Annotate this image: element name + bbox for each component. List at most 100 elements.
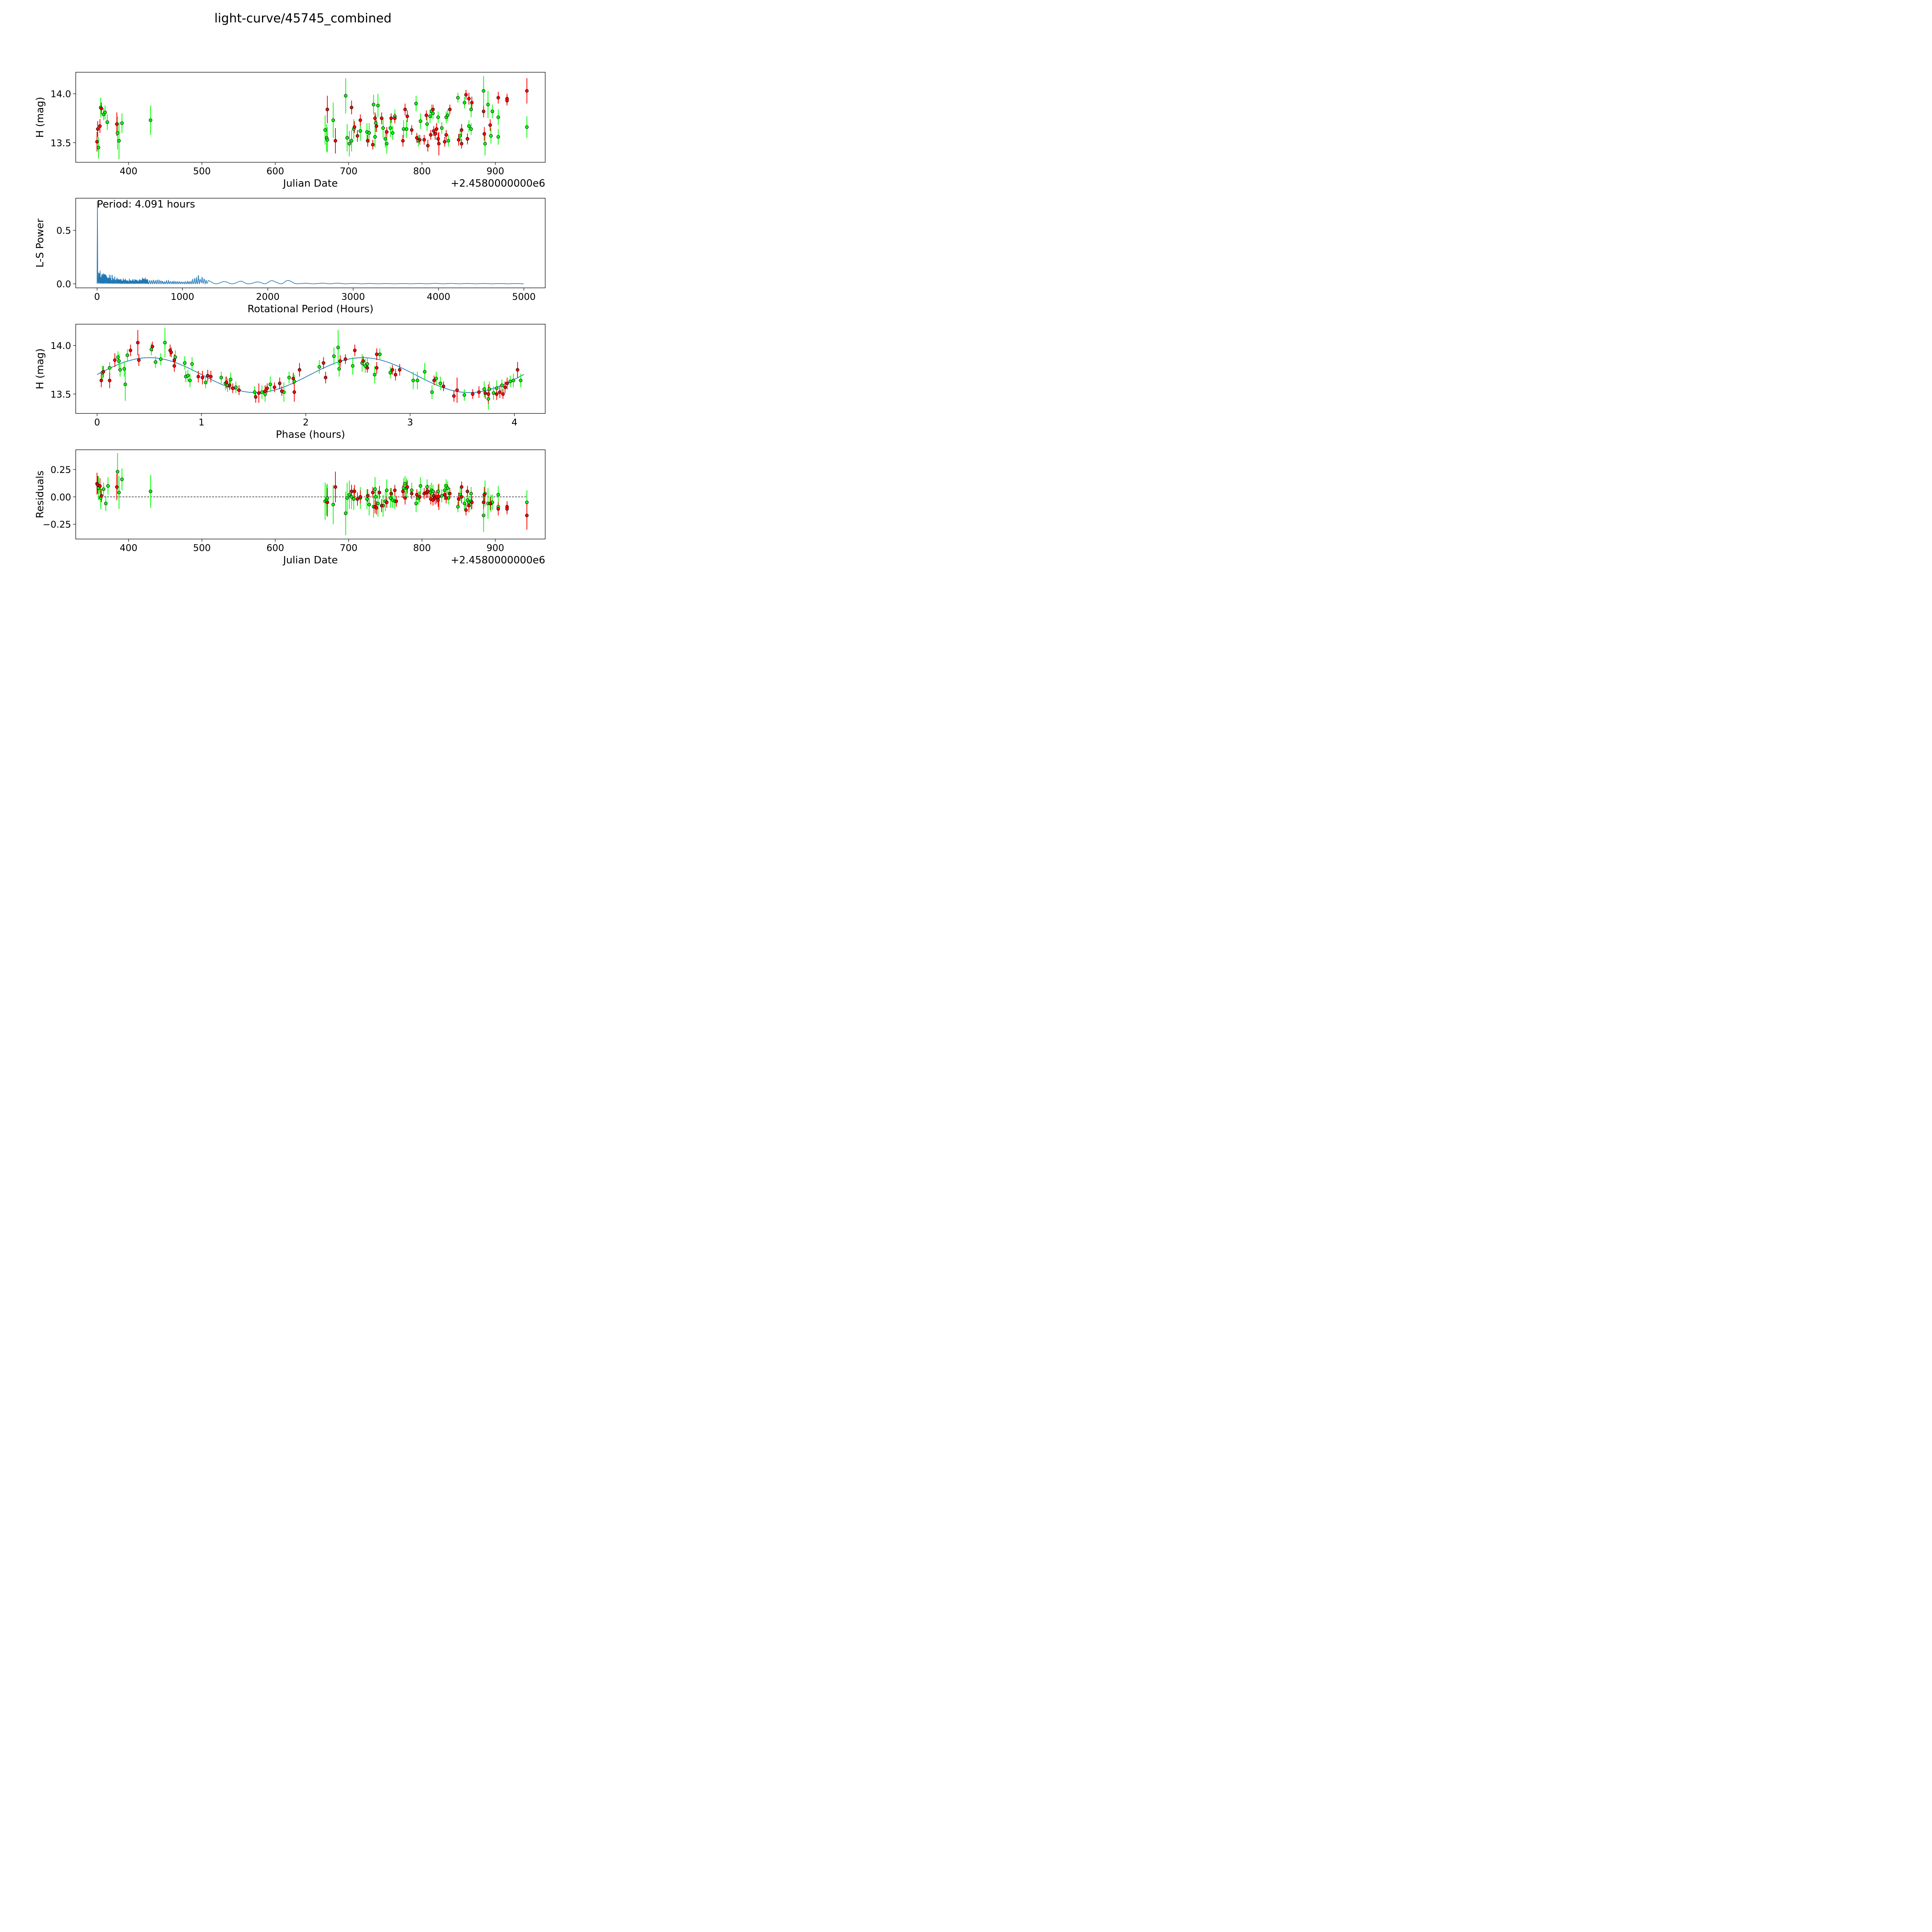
data-point-red: [433, 132, 437, 136]
y-axis-label: L-S Power: [34, 218, 46, 267]
data-point-green: [374, 121, 378, 125]
data-point-red: [435, 127, 439, 131]
y-tick-label: 14.0: [51, 89, 71, 100]
data-point-green: [325, 138, 329, 142]
data-point-green: [463, 502, 466, 505]
data-point-red: [374, 124, 378, 128]
data-point-red: [201, 376, 204, 379]
data-point-red: [228, 383, 231, 387]
data-point-red: [352, 490, 356, 493]
data-point-red: [380, 116, 384, 120]
data-point-green: [385, 142, 389, 146]
data-point-red: [410, 492, 413, 495]
data-point-red: [394, 373, 398, 377]
data-point-red: [366, 139, 370, 143]
data-point-green: [102, 487, 105, 491]
data-point-red: [415, 493, 419, 497]
x-tick-label: 700: [340, 543, 357, 553]
x-offset-label: +2.4580000000e6: [451, 554, 545, 566]
x-tick-label: 2000: [256, 291, 280, 302]
data-point-green: [159, 357, 163, 361]
data-point-red: [113, 358, 117, 362]
data-point-green: [269, 383, 272, 386]
data-point-green: [388, 371, 392, 375]
x-tick-label: 400: [120, 543, 138, 553]
data-point-green: [403, 482, 407, 486]
data-point-red: [272, 385, 276, 389]
data-point-red: [460, 495, 464, 499]
data-point-green: [483, 142, 487, 146]
axes-frame: [75, 324, 546, 414]
data-point-green: [525, 500, 529, 504]
data-point-red: [483, 391, 487, 395]
data-point-green: [365, 497, 369, 501]
data-point-red: [366, 494, 370, 498]
data-point-green: [414, 502, 418, 505]
plot-area-periodogram: [97, 201, 524, 285]
data-point-red: [265, 386, 269, 390]
data-point-red: [498, 390, 502, 394]
x-tick-label: 800: [413, 166, 431, 177]
data-point-green: [411, 379, 415, 383]
data-point-red: [378, 491, 381, 495]
data-point-red: [460, 128, 464, 132]
data-point-red: [448, 492, 452, 495]
data-point-green: [363, 364, 367, 368]
data-point-green: [376, 502, 380, 505]
data-point-red: [280, 389, 284, 393]
data-point-green: [497, 116, 500, 119]
data-point-red: [415, 136, 419, 140]
data-point-red: [350, 105, 354, 109]
data-point-green: [126, 353, 129, 357]
data-point-green: [352, 497, 356, 501]
data-point-green: [154, 360, 158, 364]
figure-title: light-curve/45745_combined: [214, 11, 392, 26]
data-point-green: [350, 495, 354, 499]
data-point-red: [442, 384, 446, 388]
data-point-green: [204, 381, 207, 384]
data-point-red: [102, 370, 105, 374]
data-point-green: [418, 484, 422, 488]
data-point-green: [469, 107, 473, 111]
data-point-red: [359, 118, 362, 122]
data-point-green: [446, 486, 450, 490]
y-axis-label: Residuals: [34, 471, 46, 518]
data-point-red: [503, 385, 507, 389]
data-point-red: [482, 500, 486, 504]
data-point-green: [116, 355, 120, 359]
data-point-red: [263, 389, 267, 393]
data-point-green: [366, 362, 369, 366]
data-point-green: [486, 103, 490, 107]
data-point-green: [405, 127, 408, 131]
data-point-green: [149, 490, 153, 493]
x-tick-label: 700: [340, 166, 357, 177]
data-point-green: [378, 352, 382, 356]
data-point-red: [477, 390, 481, 394]
y-tick-label: 13.5: [51, 389, 71, 400]
data-point-red: [209, 375, 213, 379]
y-tick-label: 14.0: [51, 340, 71, 351]
data-point-red: [444, 133, 448, 137]
data-point-green: [489, 134, 493, 138]
data-point-red: [350, 490, 354, 493]
model-curve: [97, 357, 524, 393]
data-point-red: [375, 352, 379, 356]
x-tick-label: 4: [512, 417, 517, 428]
data-point-red: [486, 392, 490, 396]
data-point-red: [467, 97, 471, 100]
data-point-red: [505, 507, 509, 511]
data-point-red: [353, 349, 357, 352]
data-point-green: [431, 111, 435, 115]
data-point-green: [373, 135, 377, 139]
data-point-red: [298, 368, 301, 372]
data-point-green: [388, 126, 392, 130]
data-point-green: [469, 127, 473, 131]
data-point-green: [410, 488, 413, 492]
data-point-red: [401, 139, 405, 143]
axes-frame: [75, 72, 546, 163]
y-tick-label: 0.5: [56, 225, 71, 236]
data-point-green: [373, 373, 377, 377]
data-point-red: [98, 484, 102, 488]
x-tick-label: 900: [486, 166, 504, 177]
data-point-red: [136, 341, 140, 345]
